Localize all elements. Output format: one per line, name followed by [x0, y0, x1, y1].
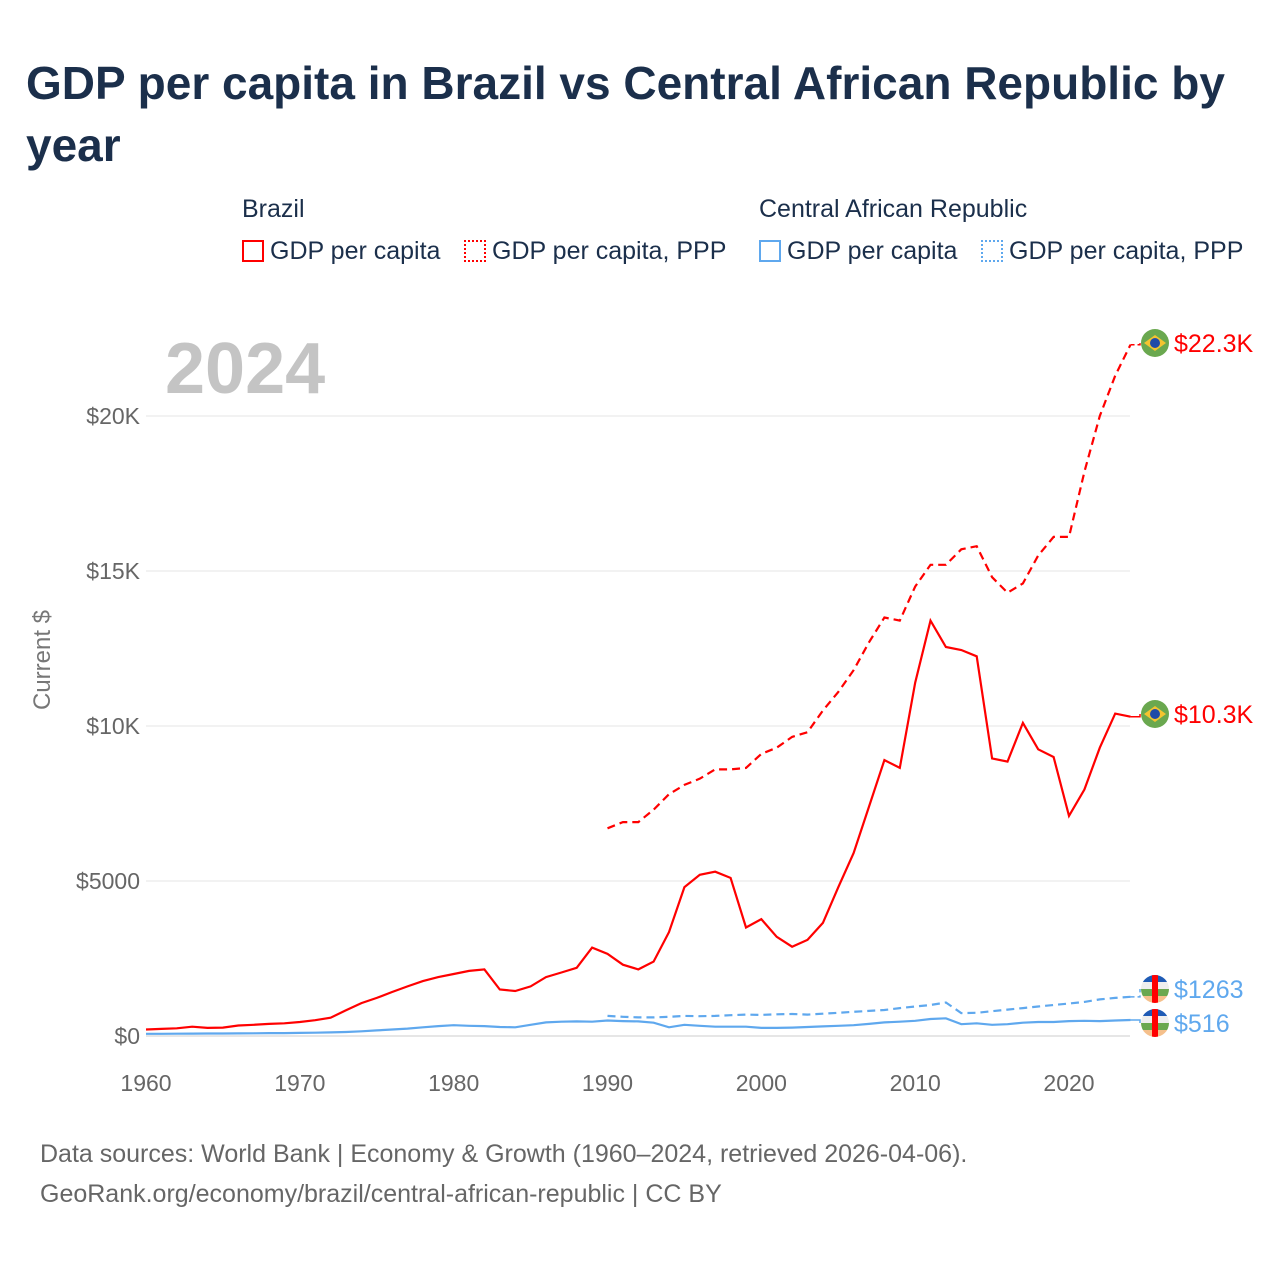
- legend-label: GDP per capita: [787, 237, 958, 265]
- legend-group-car: Central African Republic: [759, 195, 1028, 223]
- series-line: [607, 995, 1131, 1019]
- x-tick-label: 2000: [736, 1070, 787, 1096]
- leader-line: [1130, 714, 1141, 718]
- x-tick-label: 2020: [1043, 1070, 1094, 1096]
- end-value-label: $10.3K: [1174, 701, 1254, 729]
- leader-line: [1130, 343, 1141, 346]
- series-line: [145, 617, 1131, 1031]
- brazil-flag-icon: [1141, 329, 1169, 357]
- legend-car-gdp[interactable]: GDP per capita: [759, 237, 957, 266]
- car-flag-icon: [1141, 1009, 1169, 1037]
- legend-label: GDP per capita, PPP: [492, 237, 727, 265]
- y-axis-label: Current $: [29, 610, 56, 710]
- x-tick-label: 2010: [890, 1070, 941, 1096]
- leader-line: [1130, 1019, 1141, 1023]
- y-tick-label: $0: [114, 1023, 140, 1049]
- end-value-label: $516: [1174, 1010, 1230, 1038]
- legend-label: GDP per capita: [270, 237, 441, 265]
- end-value-label: $22.3K: [1174, 330, 1254, 358]
- year-label: 2024: [165, 329, 325, 409]
- brazil-flag-icon: [1141, 700, 1169, 728]
- legend-brazil-gdp[interactable]: GDP per capita: [242, 237, 440, 266]
- source-line-2: GeoRank.org/economy/brazil/central-afric…: [40, 1180, 722, 1208]
- legend-swatch: [981, 240, 1003, 262]
- x-tick-label: 1980: [428, 1070, 479, 1096]
- legend-brazil-ppp[interactable]: GDP per capita, PPP: [464, 237, 726, 266]
- source-line-1: Data sources: World Bank | Economy & Gro…: [40, 1140, 968, 1168]
- x-tick-label: 1960: [120, 1070, 171, 1096]
- x-tick-label: 1990: [582, 1070, 633, 1096]
- x-tick-label: 1970: [274, 1070, 325, 1096]
- chart-title: GDP per capita in Brazil vs Central Afri…: [26, 57, 1225, 171]
- y-tick-label: $5000: [76, 868, 140, 894]
- legend-swatch: [759, 240, 781, 262]
- legend-car-ppp[interactable]: GDP per capita, PPP: [981, 237, 1243, 266]
- legend-label: GDP per capita, PPP: [1009, 237, 1244, 265]
- series-line: [607, 344, 1132, 830]
- y-tick-label: $20K: [86, 403, 140, 429]
- y-tick-label: $10K: [86, 713, 140, 739]
- car-flag-icon: [1141, 975, 1169, 1003]
- series-line: [146, 1017, 1131, 1035]
- legend-swatch: [242, 240, 264, 262]
- end-value-label: $1263: [1174, 976, 1244, 1004]
- legend-swatch: [464, 240, 486, 262]
- y-tick-label: $15K: [86, 558, 140, 584]
- legend-group-brazil: Brazil: [242, 195, 305, 223]
- leader-line: [1130, 989, 1141, 998]
